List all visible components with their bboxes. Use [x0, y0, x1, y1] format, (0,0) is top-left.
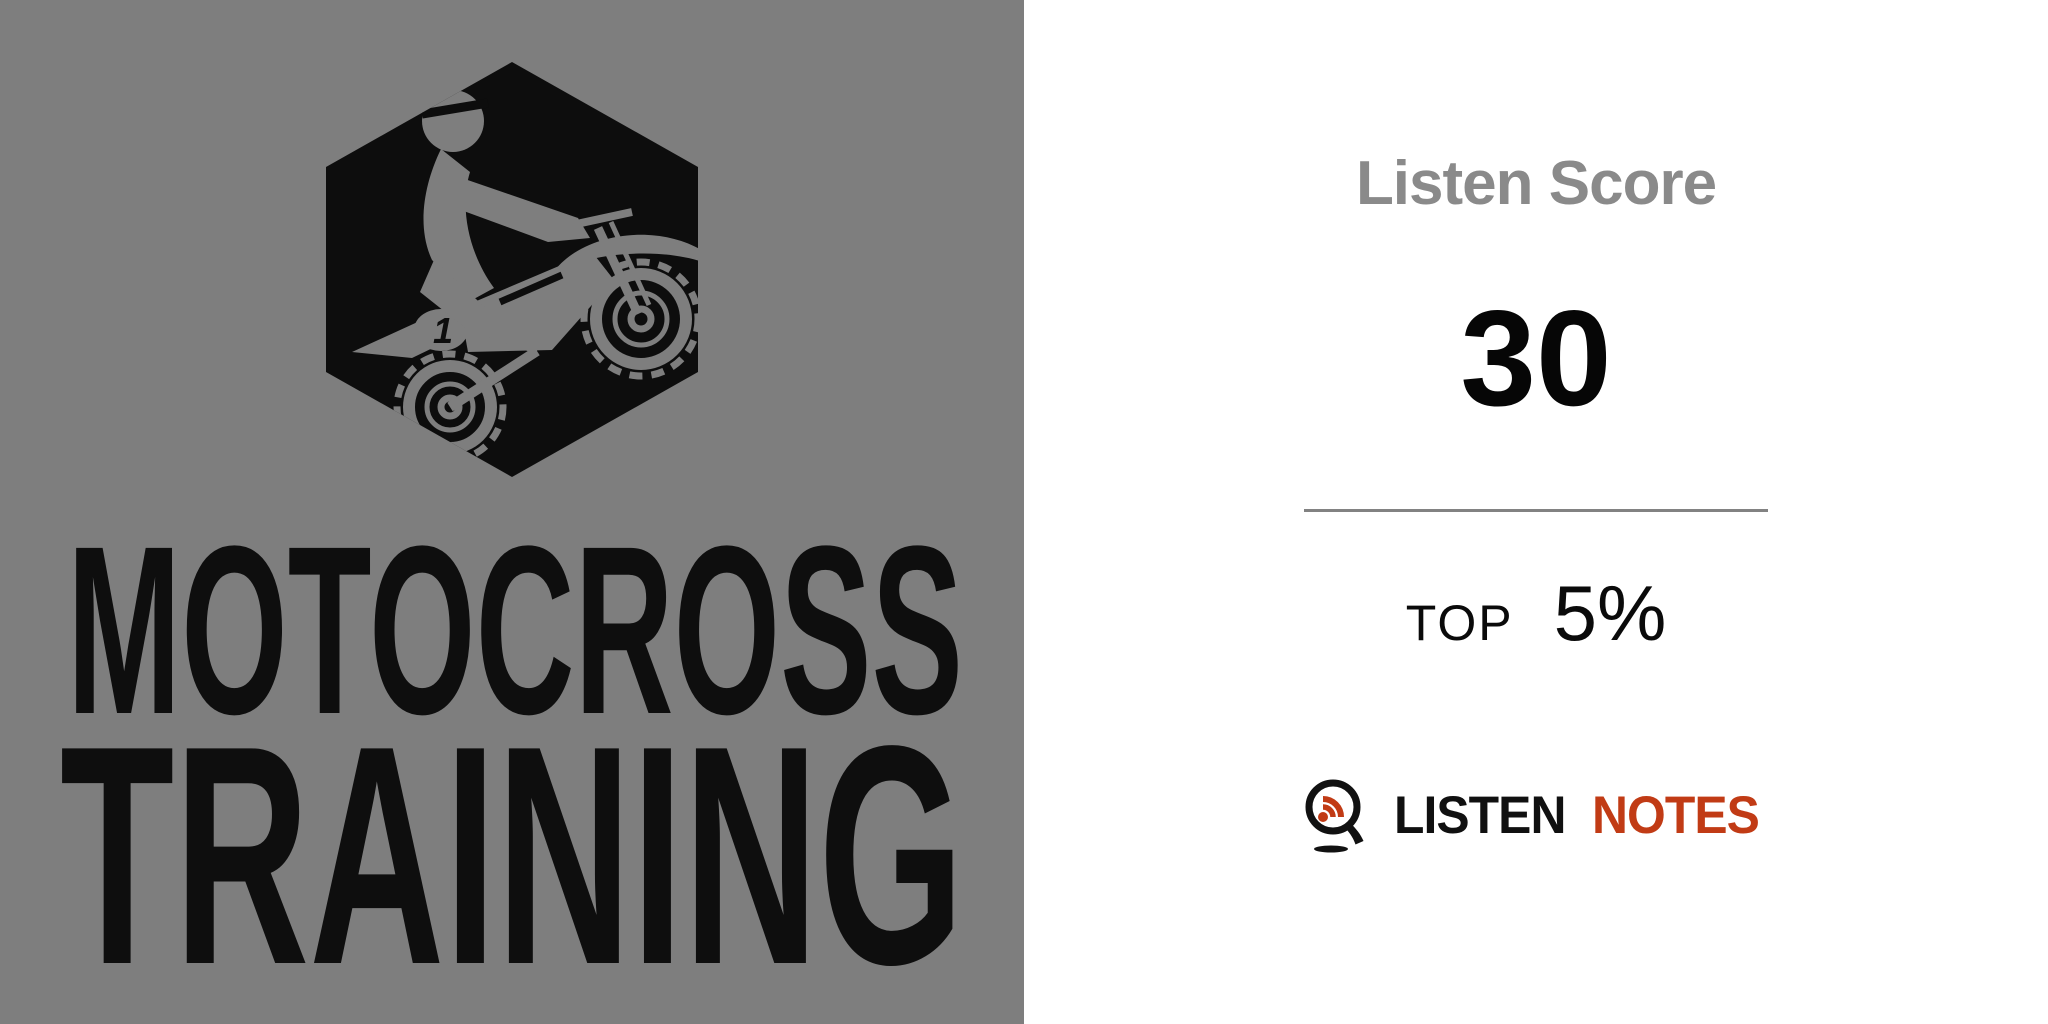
brand-word-listen: LISTEN — [1394, 785, 1566, 845]
podcast-artwork: 1 MOTOCROSS TRAINING — [0, 0, 1024, 1024]
listen-score-value: 30 — [1460, 282, 1612, 434]
artwork-title-line2: TRAINING — [60, 682, 964, 1024]
listen-notes-logo[interactable]: LISTEN NOTES — [1024, 776, 2048, 854]
rank-row: TOP 5% — [1024, 568, 2048, 659]
magnifier-rss-icon — [1305, 779, 1364, 853]
number-plate — [414, 309, 468, 351]
divider-line — [1304, 509, 1768, 512]
rank-label: TOP — [1405, 595, 1514, 651]
listen-score-heading: Listen Score — [1355, 149, 1717, 218]
listen-notes-wordmark: LISTEN NOTES — [1394, 785, 1769, 846]
listen-score-panel: Listen Score 30 TOP 5% LISTEN NOTES — [1024, 0, 2048, 1024]
motocross-rider-icon: 1 — [352, 90, 698, 464]
rank-value: 5% — [1553, 569, 1667, 657]
artwork-title-line1: MOTOCROSS — [67, 496, 963, 764]
brand-word-notes: NOTES — [1591, 785, 1760, 845]
number-plate-digit: 1 — [433, 310, 453, 351]
